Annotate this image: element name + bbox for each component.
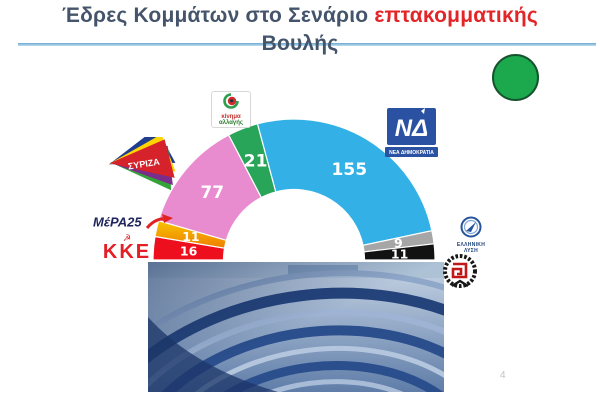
title-line2: Βουλής xyxy=(261,32,339,55)
chart-segment-4 xyxy=(256,118,433,247)
page-number: 4 xyxy=(500,370,506,381)
chart-seat-count-2: 77 xyxy=(200,183,224,203)
chart-seat-count-6: 11 xyxy=(391,246,408,261)
nd-label: ΝΕΑ ΔΗΜΟΚΡΑΤΙΑ xyxy=(389,150,434,156)
elliniki-lysi-emblem-icon xyxy=(460,216,482,238)
title-highlight: επτακομματικής xyxy=(374,4,539,27)
elliniki-lysi-logo: ΕΛΛΗΝΙΚΗ ΛΥΣΗ xyxy=(447,216,495,254)
nd-emblem-icon: ΝΔ ΝΕΑ ΔΗΜΟΚΡΑΤΙΑ xyxy=(385,108,438,157)
kinal-logo: κίνημα αλλαγής xyxy=(211,91,251,128)
mera25-arrow-icon xyxy=(145,213,174,229)
chart-seat-count-5: 9 xyxy=(394,235,403,250)
syriza-logo: ΣΥΡΙΖΑ xyxy=(104,127,182,203)
kke-logo: ☭ ΚΚΕ xyxy=(95,234,159,268)
nd-logo: ΝΔ ΝΕΑ ΔΗΜΟΚΡΑΤΙΑ xyxy=(385,108,438,158)
kinal-label-2: αλλαγής xyxy=(218,120,244,126)
chart-segment-6 xyxy=(363,243,436,261)
chart-seat-count-0: 16 xyxy=(180,244,198,259)
parliament-chamber-photo xyxy=(148,262,444,392)
kinal-emblem-icon xyxy=(223,93,239,109)
chart-seat-count-4: 155 xyxy=(332,160,368,180)
mera25-logo: ΜέΡΑ25 xyxy=(93,213,174,237)
kke-label: ΚΚΕ xyxy=(102,241,152,263)
mera25-label: ΜέΡΑ25 xyxy=(93,214,142,230)
chart-seat-count-3: 21 xyxy=(244,152,268,172)
hammer-sickle-icon: ☭ xyxy=(122,233,132,243)
nd-monogram: ΝΔ xyxy=(395,115,428,142)
page-title: Έδρες Κομμάτων στο Σενάριο επτακομματική… xyxy=(0,2,600,58)
green-circle-marker xyxy=(492,54,539,101)
elliniki-lysi-label-2: ΛΥΣΗ xyxy=(463,247,479,254)
meander-wreath-icon xyxy=(443,254,477,288)
title-underline-divider xyxy=(18,43,596,46)
xrysi-augi-logo xyxy=(438,251,482,295)
syriza-fan-icon: ΣΥΡΙΖΑ xyxy=(109,127,176,191)
chart-seat-count-1: 11 xyxy=(182,229,199,244)
elliniki-lysi-label-1: ΕΛΛΗΝΙΚΗ xyxy=(456,242,486,248)
title-text: Έδρες Κομμάτων στο Σενάριο xyxy=(61,4,375,27)
kinal-label-1: κίνημα xyxy=(221,114,241,120)
